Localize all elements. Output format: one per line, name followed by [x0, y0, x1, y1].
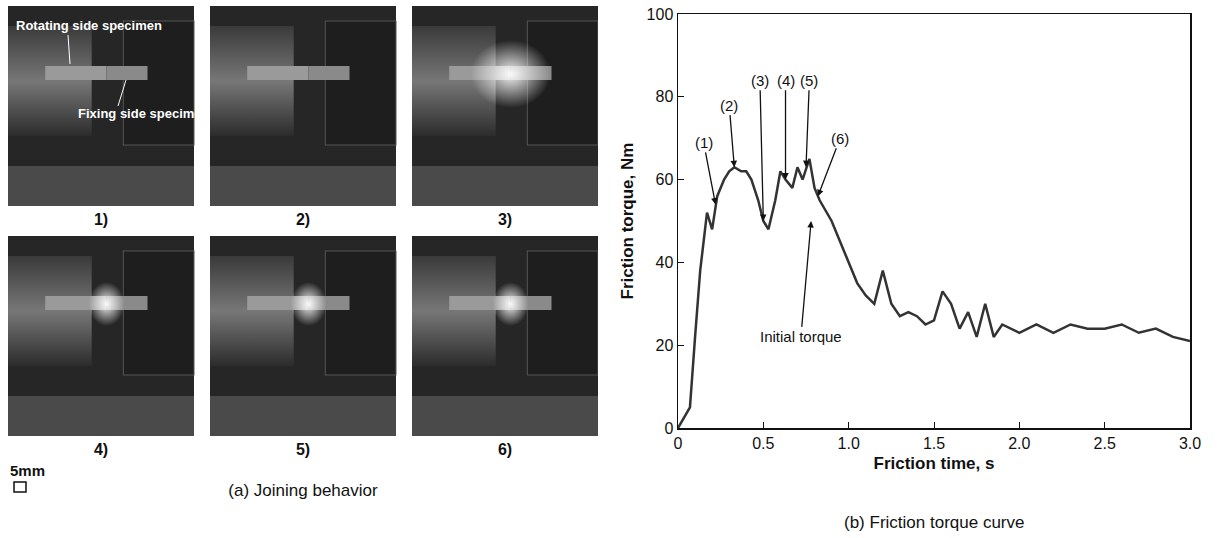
svg-text:80: 80	[656, 88, 674, 105]
svg-text:2.5: 2.5	[1094, 435, 1116, 452]
svg-text:3.0: 3.0	[1179, 435, 1201, 452]
svg-text:5mm: 5mm	[10, 462, 45, 479]
svg-text:100: 100	[647, 6, 674, 23]
svg-text:(6): (6)	[831, 130, 849, 147]
svg-text:(b) Friction torque curve: (b) Friction torque curve	[844, 513, 1024, 532]
svg-text:1): 1)	[94, 211, 108, 228]
svg-text:(4): (4)	[777, 72, 795, 89]
svg-text:1.0: 1.0	[838, 435, 860, 452]
svg-text:Initial torque: Initial torque	[760, 328, 842, 345]
svg-text:Fixing side specimen: Fixing side specimen	[78, 106, 210, 121]
svg-text:0.5: 0.5	[752, 435, 774, 452]
svg-text:(1): (1)	[695, 134, 713, 151]
svg-text:(2): (2)	[720, 97, 738, 114]
svg-text:(a) Joining behavior: (a) Joining behavior	[228, 481, 378, 500]
svg-text:(3): (3)	[751, 72, 769, 89]
svg-text:20: 20	[656, 337, 674, 354]
svg-text:4): 4)	[94, 441, 108, 458]
svg-text:6): 6)	[498, 441, 512, 458]
svg-text:Rotating side specimen: Rotating side specimen	[16, 18, 162, 33]
svg-text:40: 40	[656, 254, 674, 271]
svg-text:Friction torque, Nm: Friction torque, Nm	[618, 143, 637, 300]
svg-text:(5): (5)	[800, 72, 818, 89]
svg-text:5): 5)	[296, 441, 310, 458]
svg-text:60: 60	[656, 171, 674, 188]
svg-text:0: 0	[674, 435, 683, 452]
svg-text:0: 0	[664, 420, 673, 437]
svg-text:3): 3)	[498, 211, 512, 228]
svg-text:2): 2)	[296, 211, 310, 228]
svg-text:2.0: 2.0	[1008, 435, 1030, 452]
svg-text:1.5: 1.5	[923, 435, 945, 452]
svg-text:Friction time, s: Friction time, s	[874, 454, 995, 473]
